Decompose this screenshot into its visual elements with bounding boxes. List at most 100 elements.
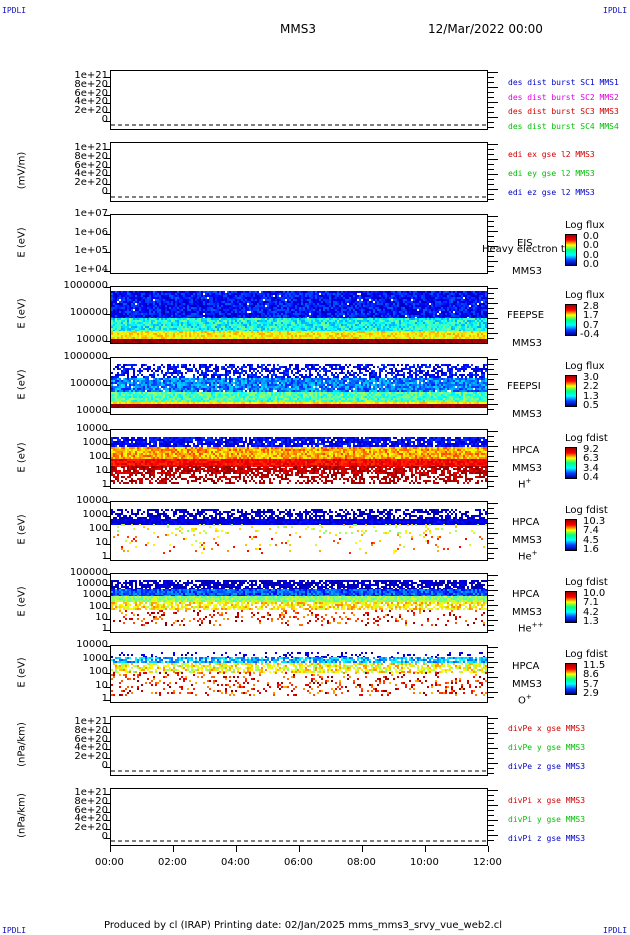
spectrogram-cell bbox=[197, 299, 199, 301]
spectrogram-cell bbox=[187, 331, 189, 333]
spectrogram-cell bbox=[309, 320, 311, 322]
spectrogram-cell bbox=[171, 326, 173, 328]
spectrogram-cell bbox=[269, 307, 271, 309]
spectrogram-cell bbox=[455, 295, 457, 297]
spectrogram-cell bbox=[197, 326, 199, 328]
spectrogram-cell bbox=[323, 299, 325, 301]
spectrogram-cell bbox=[361, 305, 363, 307]
spectrogram-cell bbox=[297, 291, 299, 293]
spectrogram-cell bbox=[421, 335, 423, 337]
spectrogram-cell bbox=[425, 318, 427, 320]
spectrogram-cell bbox=[425, 297, 427, 299]
spectrogram-cell bbox=[475, 295, 477, 297]
spectrogram-cell bbox=[357, 303, 359, 305]
spectrogram-cell bbox=[481, 328, 483, 330]
spectrogram-cell bbox=[363, 322, 365, 324]
spectrogram-cell bbox=[279, 315, 281, 317]
spectrogram-cell bbox=[185, 322, 187, 324]
spectrogram-cell bbox=[447, 331, 449, 333]
spectrogram-cell bbox=[363, 299, 365, 301]
spectrogram-cell bbox=[249, 337, 251, 339]
spectrogram-cell bbox=[459, 322, 461, 324]
spectrogram-cell bbox=[125, 311, 127, 313]
spectrogram-cell bbox=[377, 301, 379, 303]
spectrogram-cell bbox=[309, 341, 311, 343]
spectrogram-cell bbox=[135, 328, 137, 330]
spectrogram-cell bbox=[237, 305, 239, 307]
spectrogram-cell bbox=[449, 315, 451, 317]
right-tick-mark bbox=[488, 169, 494, 170]
spectrogram-cell bbox=[291, 337, 293, 339]
spectrogram-cell bbox=[239, 295, 241, 297]
spectrogram-cell bbox=[235, 303, 237, 305]
spectrogram-cell bbox=[147, 297, 149, 299]
spectrogram-cell bbox=[315, 299, 317, 301]
spectrogram-cell bbox=[151, 322, 153, 324]
spectrogram-cell bbox=[139, 307, 141, 309]
spectrogram-cell bbox=[307, 291, 309, 293]
spectrogram-cell bbox=[405, 313, 407, 315]
spectrogram-cell bbox=[247, 307, 249, 309]
spectrogram-cell bbox=[471, 333, 473, 335]
spectrogram-cell bbox=[141, 313, 143, 315]
spectrogram-cell bbox=[431, 337, 433, 339]
spectrogram-cell bbox=[341, 320, 343, 322]
spectrogram-cell bbox=[361, 297, 363, 299]
spectrogram-cell bbox=[483, 322, 485, 324]
spectrogram-cell bbox=[173, 301, 175, 303]
spectrogram-cell bbox=[331, 313, 333, 315]
y-tick-mark bbox=[104, 149, 110, 150]
spectrogram-cell bbox=[307, 313, 309, 315]
spectrogram-cell bbox=[129, 318, 131, 320]
spectrogram-cell bbox=[275, 293, 277, 295]
spectrogram-cell bbox=[407, 299, 409, 301]
spectrogram-cell bbox=[263, 337, 265, 339]
spectrogram-cell bbox=[467, 311, 469, 313]
spectrogram-cell bbox=[231, 333, 233, 335]
spectrogram-cell bbox=[395, 311, 397, 313]
spectrogram-cell bbox=[319, 309, 321, 311]
spectrogram-cell bbox=[191, 305, 193, 307]
spectrogram-cell bbox=[407, 315, 409, 317]
spectrogram-cell bbox=[429, 333, 431, 335]
spectrogram-cell bbox=[391, 291, 393, 293]
spectrogram-cell bbox=[269, 291, 271, 293]
spectrogram-cell bbox=[137, 313, 139, 315]
spectrogram-cell bbox=[471, 320, 473, 322]
spectrogram-cell bbox=[289, 299, 291, 301]
spectrogram-cell bbox=[485, 313, 487, 315]
spectrogram-cell bbox=[253, 303, 255, 305]
spectrogram-cell bbox=[443, 337, 445, 339]
spectrogram-cell bbox=[403, 331, 405, 333]
spectrogram-cell bbox=[209, 331, 211, 333]
spectrogram-cell bbox=[239, 341, 241, 343]
spectrogram-cell bbox=[313, 313, 315, 315]
spectrogram-cell bbox=[237, 291, 239, 293]
spectrogram-cell bbox=[277, 326, 279, 328]
spectrogram-cell bbox=[295, 291, 297, 293]
spectrogram-cell bbox=[129, 337, 131, 339]
spectrogram-cell bbox=[335, 318, 337, 320]
spectrogram-cell bbox=[451, 331, 453, 333]
spectrogram-cell bbox=[257, 333, 259, 335]
spectrogram-cell bbox=[133, 339, 135, 341]
spectrogram-cell bbox=[355, 337, 357, 339]
spectrogram-cell bbox=[231, 320, 233, 322]
spectrogram-cell bbox=[135, 339, 137, 341]
spectrogram-cell bbox=[421, 337, 423, 339]
spectrogram-cell bbox=[313, 303, 315, 305]
spectrogram-cell bbox=[357, 326, 359, 328]
spectrogram-cell bbox=[275, 307, 277, 309]
spectrogram-cell bbox=[415, 305, 417, 307]
spectrogram-cell bbox=[391, 305, 393, 307]
spectrogram-cell bbox=[359, 309, 361, 311]
spectrogram-cell bbox=[305, 315, 307, 317]
spectrogram-cell bbox=[363, 328, 365, 330]
spectrogram-cell bbox=[141, 305, 143, 307]
spectrogram-cell bbox=[481, 324, 483, 326]
spectrogram-cell bbox=[317, 337, 319, 339]
spectrogram-cell bbox=[115, 305, 117, 307]
spectrogram-cell bbox=[269, 313, 271, 315]
spectrogram-cell bbox=[281, 318, 283, 320]
spectrogram-cell bbox=[429, 293, 431, 295]
